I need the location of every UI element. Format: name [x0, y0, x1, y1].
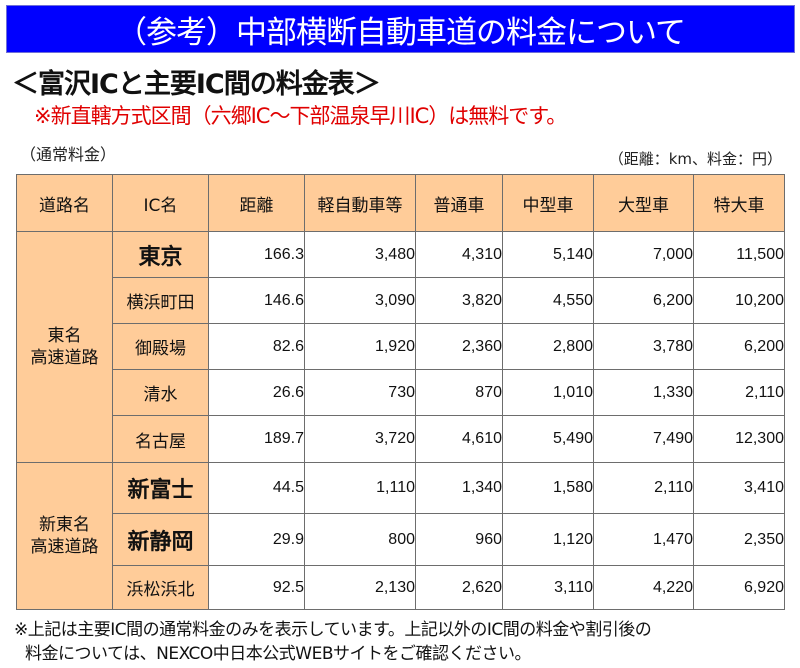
- road-name-line2: 高速道路: [30, 537, 99, 557]
- fare-ogata: 7,000: [593, 231, 694, 278]
- fare-chugata: 1,580: [502, 462, 594, 514]
- fare-ogata: 3,780: [593, 323, 694, 370]
- col-header-road: 道路名: [16, 174, 113, 232]
- fare-kei: 3,090: [304, 277, 416, 324]
- fare-futsu: 2,360: [415, 323, 503, 370]
- fare-tokudai: 6,920: [693, 565, 785, 610]
- col-header-ic: IC名: [112, 174, 209, 232]
- fare-ogata: 6,200: [593, 277, 694, 324]
- footnote: ※上記は主要IC間の通常料金のみを表示しています。上記以外のIC間の料金や割引後…: [14, 618, 652, 666]
- fare-futsu: 2,620: [415, 565, 503, 610]
- footnote-line2: 料金については、NEXCO中日本公式WEBサイトをご確認ください。: [25, 644, 531, 664]
- fare-tokudai: 11,500: [693, 231, 785, 278]
- table-row: 新東名 高速道路 新富士 44.5 1,110 1,340 1,580 2,11…: [16, 462, 785, 610]
- road-name-cell: 東名 高速道路: [16, 231, 113, 463]
- fare-kei: 2,130: [304, 565, 416, 610]
- col-header-tokudai: 特大車: [693, 174, 785, 232]
- title-banner: （参考）中部横断自動車道の料金について: [6, 5, 795, 53]
- fare-chugata: 2,800: [502, 323, 594, 370]
- fare-kei: 1,920: [304, 323, 416, 370]
- table-heading: ＜富沢ICと主要IC間の料金表＞: [12, 69, 381, 100]
- fare-kei: 3,720: [304, 415, 416, 463]
- distance: 44.5: [208, 462, 305, 514]
- ic-name: 東京: [112, 231, 209, 278]
- fare-kei: 800: [304, 513, 416, 566]
- fare-ogata: 1,330: [593, 369, 694, 416]
- fare-futsu: 4,610: [415, 415, 503, 463]
- ic-name: 新富士: [112, 462, 209, 514]
- ic-name: 浜松浜北: [112, 565, 209, 610]
- free-section-notice: ※新直轄方式区間（六郷IC～下部温泉早川IC）は無料です。: [34, 104, 567, 128]
- distance: 82.6: [208, 323, 305, 370]
- fare-chugata: 3,110: [502, 565, 594, 610]
- road-name-line1: 新東名: [39, 515, 90, 535]
- ic-name: 名古屋: [112, 415, 209, 463]
- fare-tokudai: 10,200: [693, 277, 785, 324]
- col-header-kei: 軽自動車等: [304, 174, 416, 232]
- table-row: 清水 26.6 730 870 1,010 1,330 2,110: [17, 369, 785, 416]
- fare-futsu: 4,310: [415, 231, 503, 278]
- fare-chugata: 4,550: [502, 277, 594, 324]
- fare-tokudai: 2,110: [693, 369, 785, 416]
- distance: 29.9: [208, 513, 305, 566]
- road-name-line2: 高速道路: [30, 348, 99, 368]
- table-header-row: 道路名 IC名 距離 軽自動車等 普通車 中型車 大型車 特大車: [16, 174, 785, 232]
- fare-table: 道路名 IC名 距離 軽自動車等 普通車 中型車 大型車 特大車 東名 高速道路…: [16, 174, 785, 610]
- distance: 166.3: [208, 231, 305, 278]
- table-row: 浜松浜北 92.5 2,130 2,620 3,110 4,220 6,920: [17, 565, 785, 610]
- fare-tokudai: 2,350: [693, 513, 785, 566]
- fare-chugata: 1,010: [502, 369, 594, 416]
- fare-tokudai: 3,410: [693, 462, 785, 514]
- fare-ogata: 4,220: [593, 565, 694, 610]
- fare-futsu: 960: [415, 513, 503, 566]
- table-row: 東名 高速道路 東京 166.3 3,480 4,310 5,140 7,000…: [16, 231, 785, 463]
- col-header-futsu: 普通車: [415, 174, 503, 232]
- fare-tokudai: 6,200: [693, 323, 785, 370]
- table-row: 御殿場 82.6 1,920 2,360 2,800 3,780 6,200: [17, 323, 785, 370]
- fare-chugata: 5,140: [502, 231, 594, 278]
- ic-name: 清水: [112, 369, 209, 416]
- fare-kei: 1,110: [304, 462, 416, 514]
- ic-name: 横浜町田: [112, 277, 209, 324]
- footnote-line1: ※上記は主要IC間の通常料金のみを表示しています。上記以外のIC間の料金や割引後…: [14, 620, 652, 640]
- ic-name: 新静岡: [112, 513, 209, 566]
- road-name-line1: 東名: [47, 326, 82, 346]
- fare-ogata: 7,490: [593, 415, 694, 463]
- fare-kei: 3,480: [304, 231, 416, 278]
- fare-ogata: 2,110: [593, 462, 694, 514]
- table-row: 新静岡 29.9 800 960 1,120 1,470 2,350: [17, 513, 785, 566]
- fare-ogata: 1,470: [593, 513, 694, 566]
- fare-chugata: 1,120: [502, 513, 594, 566]
- road-name-cell: 新東名 高速道路: [16, 462, 113, 610]
- fare-chugata: 5,490: [502, 415, 594, 463]
- fare-tokudai: 12,300: [693, 415, 785, 463]
- distance: 146.6: [208, 277, 305, 324]
- distance: 189.7: [208, 415, 305, 463]
- distance: 26.6: [208, 369, 305, 416]
- page-title: （参考）中部横断自動車道の料金について: [115, 14, 686, 51]
- table-row: 横浜町田 146.6 3,090 3,820 4,550 6,200 10,20…: [17, 277, 785, 324]
- fare-kei: 730: [304, 369, 416, 416]
- fare-futsu: 1,340: [415, 462, 503, 514]
- col-header-ogata: 大型車: [593, 174, 694, 232]
- ic-name: 御殿場: [112, 323, 209, 370]
- fee-type-label: （通常料金）: [20, 145, 117, 164]
- col-header-chugata: 中型車: [502, 174, 594, 232]
- fare-futsu: 3,820: [415, 277, 503, 324]
- units-label: （距離：km、料金：円）: [608, 150, 782, 168]
- table-row: 名古屋 189.7 3,720 4,610 5,490 7,490 12,300: [17, 415, 785, 463]
- col-header-distance: 距離: [208, 174, 305, 232]
- fare-futsu: 870: [415, 369, 503, 416]
- distance: 92.5: [208, 565, 305, 610]
